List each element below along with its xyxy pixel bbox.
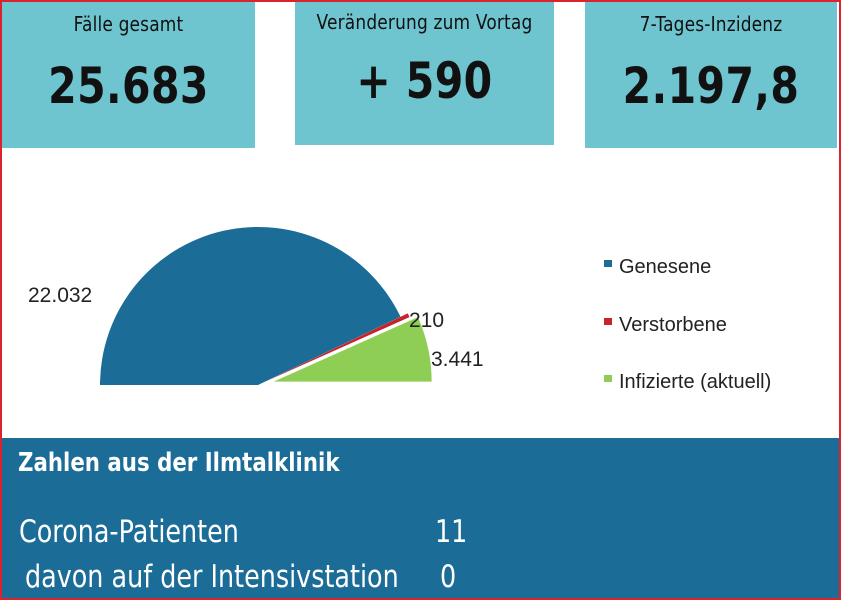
clinic-row-value-patients: 11 <box>435 514 468 550</box>
slice-verstorbene <box>265 313 410 382</box>
clinic-title: Zahlen aus der Ilmtalklinik <box>18 448 340 478</box>
kpi-card-change-previous-day: Veränderung zum Vortag + 590 <box>295 2 554 145</box>
kpi-value: + 590 <box>356 52 493 110</box>
clinic-row-label-patients: Corona-Patienten <box>19 514 239 550</box>
pie-slices <box>100 227 432 385</box>
kpi-value: 25.683 <box>48 57 209 115</box>
pie-slice-labels: 22.032 210 3.441 <box>28 284 484 371</box>
kpi-label: 7-Tages-Inzidenz <box>639 12 783 36</box>
kpi-card-total-cases: Fälle gesamt 25.683 <box>2 2 255 148</box>
kpi-value: 2.197,8 <box>622 57 800 115</box>
slice-value-label: 22.032 <box>28 284 92 307</box>
legend-swatch <box>604 375 612 382</box>
slice-value-label: 3.441 <box>431 348 484 371</box>
legend-label: Infizierte (aktuell) <box>619 371 771 393</box>
clinic-row-value-icu: 0 <box>440 559 457 595</box>
clinic-panel: Zahlen aus der Ilmtalklinik Corona-Patie… <box>2 438 839 598</box>
clinic-row-label-icu: davon auf der Intensivstation <box>25 559 399 595</box>
kpi-label: Veränderung zum Vortag <box>316 10 533 34</box>
chart-legend: Genesene Verstorbene Infizierte (aktuell) <box>604 256 771 393</box>
slice-value-label: 210 <box>409 309 444 332</box>
legend-swatch <box>604 260 612 267</box>
slice-infizierte <box>273 317 432 382</box>
legend-swatch <box>604 318 612 325</box>
kpi-card-7-day-incidence: 7-Tages-Inzidenz 2.197,8 <box>585 2 837 148</box>
kpi-label: Fälle gesamt <box>73 12 184 36</box>
legend-label: Genesene <box>619 256 711 278</box>
slice-genesene <box>100 227 401 385</box>
legend-label: Verstorbene <box>619 314 727 336</box>
half-pie-chart: 22.032 210 3.441 Genesene Verstorbene Infizi… <box>28 227 771 393</box>
